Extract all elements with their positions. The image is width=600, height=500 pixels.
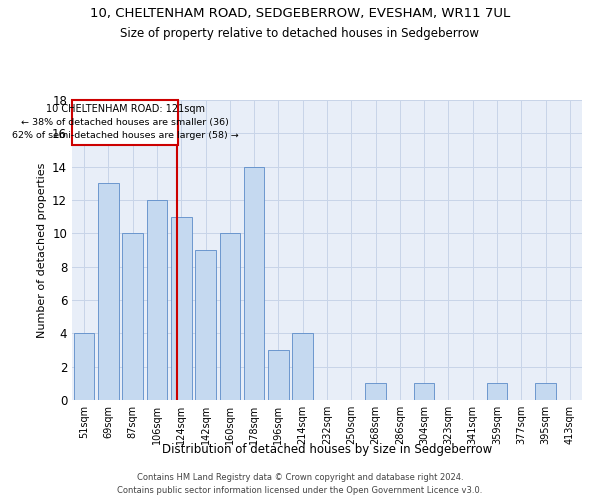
Text: 62% of semi-detached houses are larger (58) →: 62% of semi-detached houses are larger (… <box>12 132 239 140</box>
Text: 10, CHELTENHAM ROAD, SEDGEBERROW, EVESHAM, WR11 7UL: 10, CHELTENHAM ROAD, SEDGEBERROW, EVESHA… <box>90 8 510 20</box>
Bar <box>171 216 191 400</box>
Bar <box>146 200 167 400</box>
Bar <box>244 166 265 400</box>
Text: Contains HM Land Registry data © Crown copyright and database right 2024.
Contai: Contains HM Land Registry data © Crown c… <box>118 474 482 495</box>
Text: 10 CHELTENHAM ROAD: 121sqm: 10 CHELTENHAM ROAD: 121sqm <box>46 104 205 114</box>
FancyBboxPatch shape <box>72 100 178 145</box>
Bar <box>74 334 94 400</box>
Bar <box>122 234 143 400</box>
Text: Distribution of detached houses by size in Sedgeberrow: Distribution of detached houses by size … <box>162 442 492 456</box>
Bar <box>365 384 386 400</box>
Y-axis label: Number of detached properties: Number of detached properties <box>37 162 47 338</box>
Text: ← 38% of detached houses are smaller (36): ← 38% of detached houses are smaller (36… <box>21 118 229 127</box>
Bar <box>268 350 289 400</box>
Bar <box>98 184 119 400</box>
Text: Size of property relative to detached houses in Sedgeberrow: Size of property relative to detached ho… <box>121 28 479 40</box>
Bar <box>487 384 508 400</box>
Bar <box>535 384 556 400</box>
Bar <box>414 384 434 400</box>
Bar <box>195 250 216 400</box>
Bar <box>220 234 240 400</box>
Bar <box>292 334 313 400</box>
